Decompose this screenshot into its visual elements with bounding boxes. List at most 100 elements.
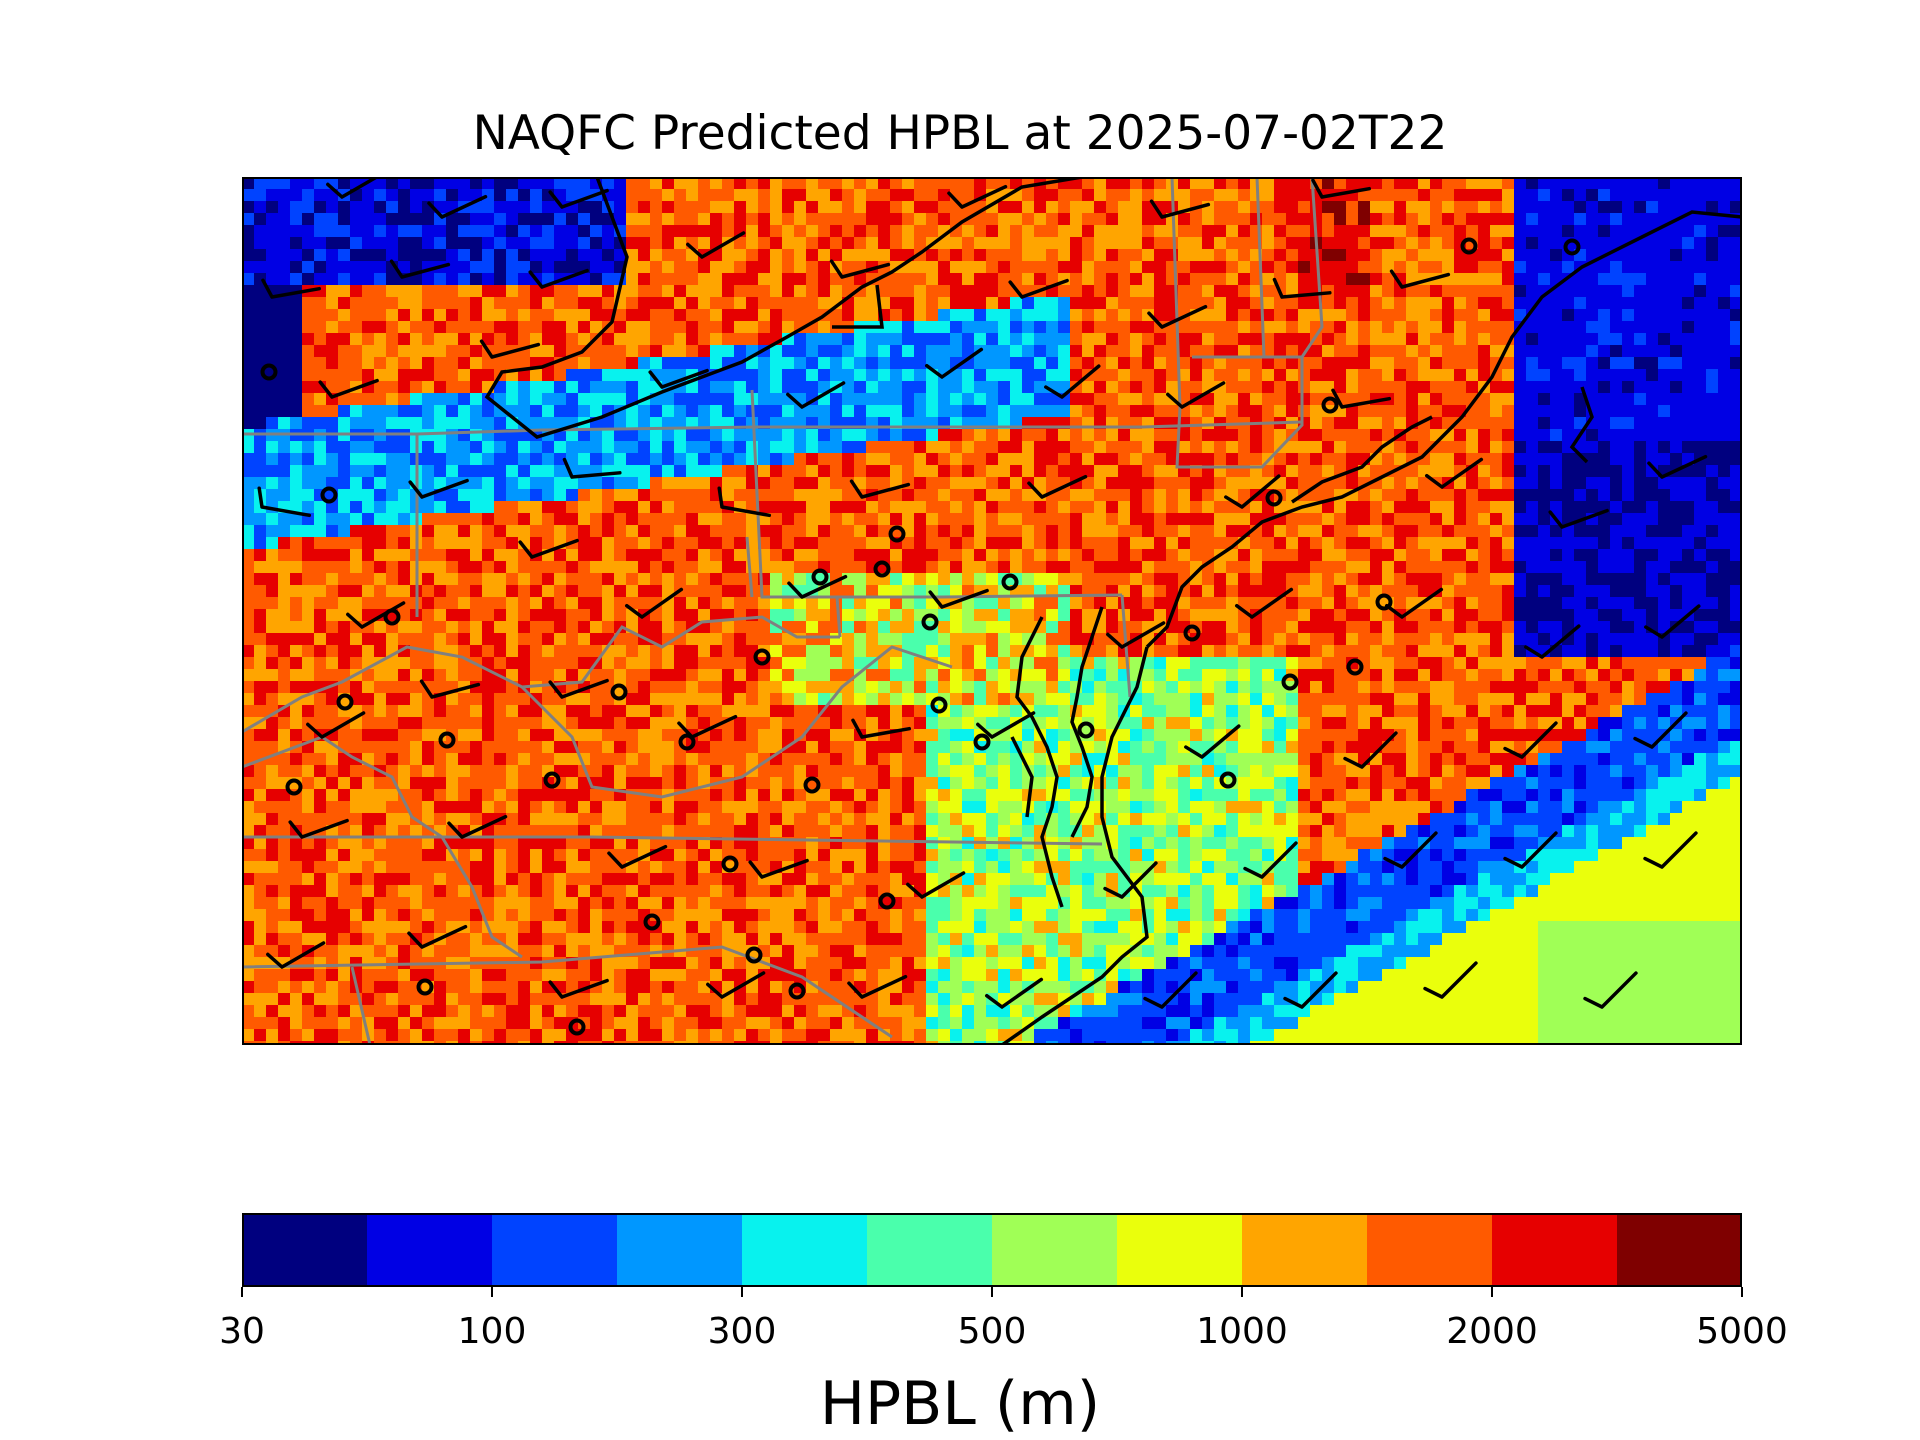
station-marker bbox=[320, 486, 338, 504]
wind-barb bbox=[1008, 278, 1069, 299]
station-marker bbox=[416, 978, 434, 996]
colorbar-tick bbox=[991, 1287, 993, 1297]
wind-barb bbox=[257, 486, 312, 518]
wind-barb bbox=[1389, 269, 1451, 289]
colorbar-tick-label: 100 bbox=[457, 1311, 527, 1352]
station-marker bbox=[888, 525, 906, 543]
colorbar-bin bbox=[1617, 1213, 1742, 1287]
station-marker bbox=[438, 731, 456, 749]
wind-barb bbox=[686, 231, 746, 259]
colorbar-tick-label: 2000 bbox=[1446, 1311, 1538, 1352]
wind-barb bbox=[1503, 831, 1558, 869]
wind-barb bbox=[1149, 199, 1211, 219]
wind-barb bbox=[1647, 454, 1708, 479]
colorbar-tick bbox=[741, 1287, 743, 1297]
wind-barb bbox=[625, 587, 684, 619]
station-marker bbox=[1281, 673, 1299, 691]
colorbar-tick bbox=[491, 1287, 493, 1297]
colorbar-tick-label: 1000 bbox=[1196, 1311, 1288, 1352]
colorbar-tick-label: 5000 bbox=[1696, 1311, 1788, 1352]
colorbar-bin bbox=[367, 1213, 493, 1287]
colorbar-bin bbox=[492, 1213, 618, 1287]
station-marker bbox=[1077, 721, 1095, 739]
wind-barb bbox=[389, 259, 451, 279]
wind-barb bbox=[1103, 861, 1158, 899]
wind-barb bbox=[326, 177, 386, 199]
station-marker bbox=[568, 1018, 586, 1036]
wind-barb bbox=[947, 184, 1008, 209]
wind-barb bbox=[1425, 457, 1484, 489]
station-marker bbox=[721, 855, 739, 873]
wind-barb bbox=[717, 486, 772, 518]
colorbar-tick-label: 30 bbox=[219, 1311, 265, 1352]
colorbar bbox=[242, 1213, 1742, 1287]
colorbar-bin bbox=[1367, 1213, 1493, 1287]
wind-barb bbox=[528, 268, 589, 289]
colorbar-tick-label: 300 bbox=[707, 1311, 777, 1352]
station-marker bbox=[643, 913, 661, 931]
wind-barb bbox=[925, 347, 984, 379]
wind-barb bbox=[1166, 381, 1226, 409]
colorbar-bin bbox=[992, 1213, 1118, 1287]
wind-barb bbox=[849, 479, 911, 499]
wind-barb bbox=[928, 588, 989, 609]
wind-barb bbox=[607, 844, 668, 869]
colorbar-bin bbox=[867, 1213, 993, 1287]
wind-barb bbox=[1331, 388, 1392, 409]
wind-barb bbox=[408, 478, 469, 499]
wind-barb bbox=[1184, 724, 1241, 759]
station-marker bbox=[336, 693, 354, 711]
wind-barb bbox=[1027, 474, 1088, 499]
station-marker bbox=[260, 363, 278, 381]
colorbar-bin bbox=[617, 1213, 743, 1287]
wind-barb bbox=[787, 574, 848, 599]
wind-barb bbox=[1243, 841, 1298, 879]
wind-barb bbox=[318, 378, 379, 399]
station-marker bbox=[921, 613, 939, 631]
station-marker bbox=[811, 568, 829, 586]
wind-barbs bbox=[257, 177, 1708, 1009]
wind-barb bbox=[346, 601, 406, 629]
coastline bbox=[484, 177, 1742, 1045]
wind-barb bbox=[1147, 304, 1208, 329]
colorbar-bin bbox=[1492, 1213, 1618, 1287]
colorbar-bin bbox=[742, 1213, 868, 1287]
wind-barb bbox=[518, 538, 579, 559]
colorbar-tick bbox=[1741, 1287, 1743, 1297]
wind-barb bbox=[1235, 587, 1294, 619]
wind-barb bbox=[548, 188, 609, 209]
wind-barb bbox=[261, 278, 322, 299]
station-marker bbox=[678, 733, 696, 751]
wind-barb bbox=[407, 924, 468, 949]
station-marker bbox=[753, 648, 771, 666]
station-marker bbox=[1001, 573, 1019, 591]
wind-barb bbox=[906, 871, 966, 899]
wind-barb bbox=[447, 814, 508, 839]
wind-barb bbox=[427, 194, 488, 219]
station-marker bbox=[1321, 396, 1339, 414]
station-marker bbox=[873, 560, 891, 578]
wind-barb bbox=[1644, 604, 1701, 639]
colorbar-label: HPBL (m) bbox=[819, 1369, 1101, 1439]
wind-barb bbox=[1272, 277, 1332, 299]
wind-barb bbox=[266, 941, 326, 969]
station-marker bbox=[1563, 238, 1581, 256]
station-marker bbox=[543, 771, 561, 789]
station-marker bbox=[803, 776, 821, 794]
wind-barb bbox=[706, 971, 766, 999]
wind-barb bbox=[1311, 178, 1372, 199]
colorbar-tick bbox=[1491, 1287, 1493, 1297]
station-marker bbox=[878, 892, 896, 910]
hpbl-field bbox=[242, 177, 1742, 1045]
wind-barb bbox=[1044, 364, 1101, 399]
colorbar-tick-label: 500 bbox=[957, 1311, 1027, 1352]
station-marker bbox=[1265, 489, 1283, 507]
chart-title: NAQFC Predicted HPBL at 2025-07-02T22 bbox=[472, 106, 1448, 161]
wind-barb bbox=[1548, 508, 1609, 529]
station-marker bbox=[930, 696, 948, 714]
wind-barb bbox=[851, 718, 912, 739]
station-marker bbox=[1460, 237, 1478, 255]
wind-barb bbox=[548, 978, 609, 999]
wind-barb bbox=[829, 259, 891, 279]
wind-barb bbox=[288, 818, 349, 839]
